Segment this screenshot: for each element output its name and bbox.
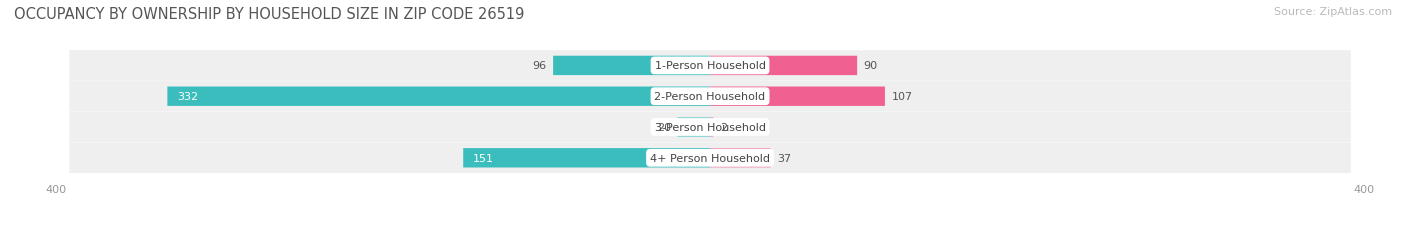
FancyBboxPatch shape (710, 118, 713, 137)
Text: 107: 107 (891, 92, 912, 102)
FancyBboxPatch shape (463, 149, 710, 168)
FancyBboxPatch shape (553, 56, 710, 76)
FancyBboxPatch shape (710, 149, 770, 168)
FancyBboxPatch shape (167, 87, 710, 106)
Text: 37: 37 (778, 153, 792, 163)
FancyBboxPatch shape (678, 118, 710, 137)
FancyBboxPatch shape (69, 143, 1351, 173)
FancyBboxPatch shape (69, 51, 1351, 81)
Text: 20: 20 (657, 122, 671, 132)
FancyBboxPatch shape (710, 87, 884, 106)
Text: 3-Person Household: 3-Person Household (655, 122, 765, 132)
Text: Source: ZipAtlas.com: Source: ZipAtlas.com (1274, 7, 1392, 17)
Text: OCCUPANCY BY OWNERSHIP BY HOUSEHOLD SIZE IN ZIP CODE 26519: OCCUPANCY BY OWNERSHIP BY HOUSEHOLD SIZE… (14, 7, 524, 22)
Text: 1-Person Household: 1-Person Household (655, 61, 765, 71)
Text: 151: 151 (472, 153, 494, 163)
Text: 332: 332 (177, 92, 198, 102)
Text: 4+ Person Household: 4+ Person Household (650, 153, 770, 163)
FancyBboxPatch shape (710, 56, 858, 76)
Text: 2: 2 (720, 122, 727, 132)
Text: 96: 96 (533, 61, 547, 71)
FancyBboxPatch shape (69, 82, 1351, 112)
Text: 2-Person Household: 2-Person Household (654, 92, 766, 102)
FancyBboxPatch shape (69, 112, 1351, 143)
Text: 90: 90 (863, 61, 877, 71)
